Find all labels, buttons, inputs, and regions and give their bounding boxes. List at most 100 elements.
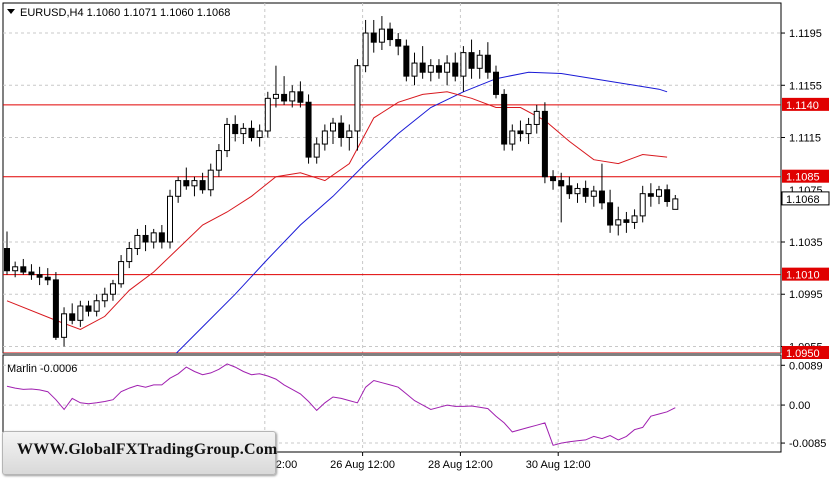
candle [387,22,394,47]
candle [598,163,605,210]
candle-body [468,52,475,69]
candle [224,117,231,158]
candle-body [183,180,190,187]
candle-body [4,248,10,272]
candle-body [101,293,108,302]
candle [167,189,173,249]
candle-body [395,39,402,47]
candle-body [289,91,296,102]
candle [647,183,654,207]
candle-body [558,180,565,187]
candle [248,120,255,142]
candle-body [224,123,231,152]
candle-body [109,283,116,295]
candle [452,52,459,82]
candle-body [387,28,394,41]
candle [623,211,630,233]
candle [77,300,84,327]
candle-body [69,313,76,321]
candle [558,172,565,223]
candle-body [175,180,182,197]
candle [370,19,377,53]
watermark-logo: WWW.GlobalFXTradingGroup.Com [2,431,277,475]
candle [493,65,499,99]
candle-body [215,150,222,171]
price-tick-label: 1.1115 [789,133,821,145]
candle [460,46,467,92]
candle [264,91,271,138]
candle-body [484,54,491,73]
main-plot-area [3,16,781,353]
candle [672,194,679,210]
candle-body [501,93,508,145]
candle-body [672,198,679,210]
candle-body [338,122,345,139]
candle-body [77,305,84,321]
level-price-label: 1.1140 [786,100,819,112]
candle [468,39,475,79]
indicator-tick-label: 0.0089 [789,360,823,372]
candle [101,287,108,308]
candle [232,115,239,142]
level-price-box [782,346,829,359]
candle-body [590,190,597,197]
candle-body [134,234,141,250]
candle [183,167,190,190]
candle-body [525,123,532,135]
candle-body [362,32,369,67]
candle-body [582,187,589,197]
symbol-dropdown-icon [7,9,15,14]
candle-body [28,271,35,276]
candle-body [631,215,638,223]
moving-average-slow [175,71,668,353]
candle [305,94,312,164]
candle-body [93,300,100,312]
candle-body [427,65,434,73]
candle-body [623,219,630,223]
candle [533,104,540,134]
candle [4,231,10,275]
candle-body [256,130,263,139]
candle [330,117,336,145]
current-price-box [781,191,830,206]
candle-body [550,176,557,182]
candle [28,264,35,280]
candle-body [321,130,328,145]
candle [639,185,646,223]
candle-body [647,193,654,197]
candle [175,176,182,203]
candle [191,176,198,197]
candle [427,59,434,82]
indicator-title: Marlin -0.0006 [7,363,77,375]
candle-body [403,45,410,77]
candle [134,228,141,256]
candle [142,225,149,252]
candle-body [493,71,499,95]
candle [525,117,532,145]
candle [36,266,43,286]
candle-body [607,202,614,226]
candle-body [509,130,516,145]
candle [69,303,76,325]
candle-body [411,62,418,77]
candle-body [12,266,19,272]
candle-body [639,193,646,217]
level-price-box [782,97,829,111]
candle-body [264,97,271,132]
candle [281,76,288,105]
marlin-indicator-line [6,363,676,446]
candle-body [240,127,247,135]
candle [541,102,548,184]
price-tick-label: 1.1155 [789,80,822,92]
candle [240,123,247,145]
candle [501,89,508,151]
candle [484,42,491,79]
candle-body [167,195,173,243]
candle-body [533,110,540,125]
candle-body [61,313,68,338]
candle-body [281,93,288,102]
candle-body [541,110,548,178]
candle-body [313,143,320,158]
candle-body [370,32,377,43]
